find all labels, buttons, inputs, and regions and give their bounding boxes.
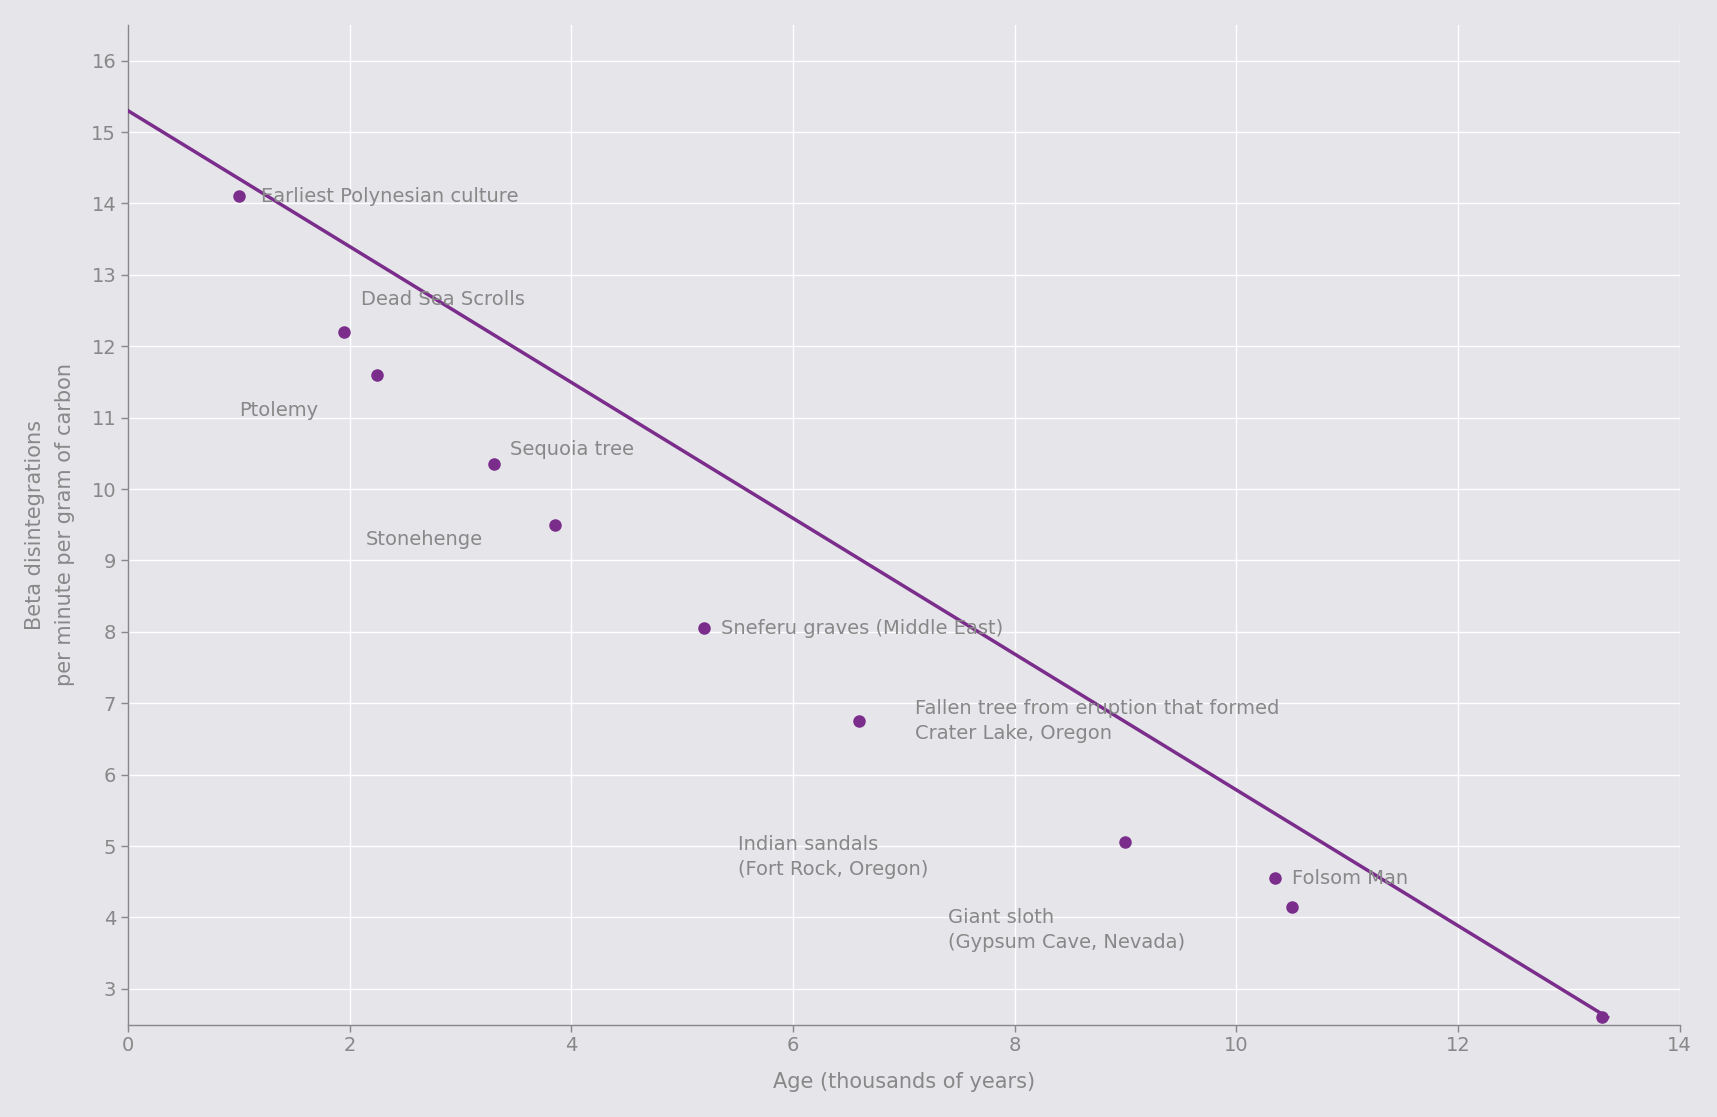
Text: Giant sloth
(Gypsum Cave, Nevada): Giant sloth (Gypsum Cave, Nevada) — [948, 908, 1185, 953]
Text: Fallen tree from eruption that formed
Crater Lake, Oregon: Fallen tree from eruption that formed Cr… — [915, 699, 1279, 743]
Text: Ptolemy: Ptolemy — [239, 401, 318, 420]
Text: Indian sandals
(Fort Rock, Oregon): Indian sandals (Fort Rock, Oregon) — [738, 834, 927, 879]
Text: Sequoia tree: Sequoia tree — [510, 440, 634, 459]
Text: Dead Sea Scrolls: Dead Sea Scrolls — [361, 290, 525, 309]
Y-axis label: Beta disintegrations
per minute per gram of carbon: Beta disintegrations per minute per gram… — [26, 363, 74, 686]
Text: Folsom Man: Folsom Man — [1291, 869, 1408, 888]
Text: Sneferu graves (Middle East): Sneferu graves (Middle East) — [721, 619, 1003, 638]
Text: Earliest Polynesian culture: Earliest Polynesian culture — [261, 187, 519, 206]
X-axis label: Age (thousands of years): Age (thousands of years) — [773, 1072, 1035, 1092]
Text: Stonehenge: Stonehenge — [366, 529, 484, 548]
